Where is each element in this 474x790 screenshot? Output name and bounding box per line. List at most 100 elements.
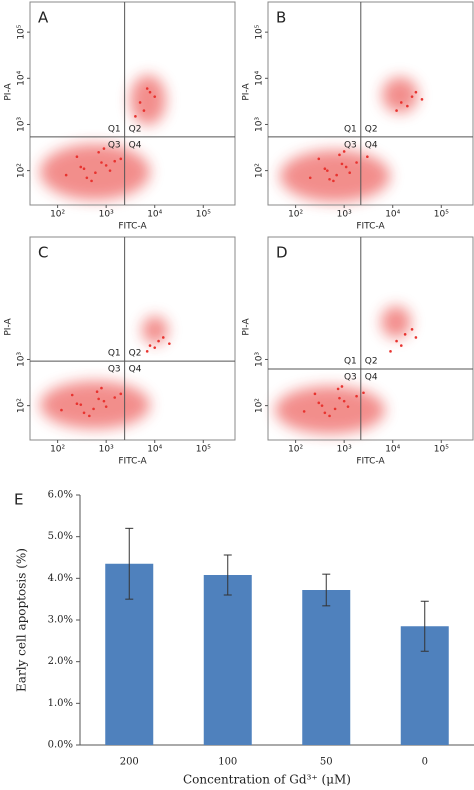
- y-tick-label: 2.0%: [48, 656, 73, 667]
- x-axis-label: FITC-A: [356, 222, 385, 232]
- density-layer: [40, 75, 418, 434]
- plot-frame: [29, 1, 236, 206]
- event-dot: [348, 171, 352, 175]
- y-tick-label: 10²: [255, 398, 265, 413]
- event-dot: [104, 405, 108, 408]
- event-dot: [134, 115, 137, 118]
- y-tick-label: 10⁵: [17, 24, 27, 39]
- event-dot: [100, 161, 103, 164]
- event-dot: [335, 173, 338, 177]
- event-dot: [70, 393, 74, 397]
- y-axis-label: Early cell apoptosis (%): [15, 548, 29, 692]
- event-dot: [113, 159, 117, 163]
- event-dot: [406, 104, 409, 108]
- event-dot: [113, 396, 117, 399]
- y-tick-label: 1.0%: [48, 698, 73, 709]
- x-tick-label: 10²: [288, 210, 303, 220]
- y-tick-label: 10³: [17, 117, 27, 132]
- event-dot: [157, 339, 160, 343]
- event-dot: [410, 95, 414, 98]
- event-dot: [92, 407, 95, 411]
- event-dot: [362, 391, 365, 395]
- event-dot: [326, 169, 329, 172]
- plot-frame: [29, 236, 236, 441]
- y-tick-label: 3.0%: [48, 615, 73, 626]
- event-dot: [97, 150, 100, 154]
- event-dot: [153, 346, 157, 349]
- event-dot: [145, 350, 149, 353]
- event-dot: [108, 169, 112, 172]
- event-dot: [344, 165, 348, 169]
- x-tick-label: 50: [320, 757, 333, 768]
- event-dot: [75, 402, 79, 406]
- event-dot: [410, 328, 414, 331]
- event-dot: [75, 155, 79, 159]
- event-dot: [395, 109, 398, 112]
- x-tick-label: 10³: [99, 445, 114, 455]
- x-axis-label: FITC-A: [118, 222, 147, 232]
- event-dot: [302, 410, 306, 413]
- event-dot: [328, 177, 331, 181]
- event-dot: [338, 153, 341, 157]
- y-tick-label: 0.0%: [48, 740, 73, 751]
- event-dot: [142, 109, 146, 112]
- event-dot: [320, 404, 324, 407]
- event-dot: [317, 157, 321, 161]
- y-tick-label: 5.0%: [48, 531, 73, 542]
- event-dot: [161, 336, 165, 339]
- x-tick-label: 10⁴: [147, 210, 162, 220]
- event-dot: [308, 176, 312, 180]
- event-dot: [97, 397, 100, 401]
- density: [142, 316, 168, 344]
- event-dot: [317, 401, 321, 405]
- event-dot: [119, 157, 123, 161]
- event-dot: [403, 333, 407, 336]
- event-dot: [88, 414, 91, 418]
- x-tick-label: 10⁵: [434, 445, 449, 455]
- quadrant-label: Q1: [108, 349, 121, 359]
- event-dot: [82, 411, 86, 415]
- plot-frame: [267, 1, 474, 206]
- x-tick-label: 10⁴: [385, 210, 400, 220]
- event-dot: [328, 414, 331, 418]
- event-dot: [102, 399, 106, 403]
- event-dot: [145, 87, 149, 90]
- event-dot: [313, 392, 317, 396]
- x-tick-label: 10²: [288, 445, 303, 455]
- quadrant-label: Q2: [365, 124, 378, 134]
- density: [280, 150, 390, 202]
- event-dot: [104, 164, 108, 167]
- quadrant-label: Q4: [365, 140, 378, 150]
- x-tick-label: 10⁵: [196, 445, 211, 455]
- x-tick-label: 10⁵: [196, 210, 211, 220]
- quadrant-label: Q4: [365, 373, 378, 383]
- event-dot: [94, 171, 97, 175]
- event-dot: [82, 167, 86, 171]
- x-tick-label: 10³: [337, 445, 352, 455]
- event-dot: [342, 399, 346, 403]
- x-tick-label: 0: [422, 757, 428, 768]
- event-dot: [102, 147, 106, 150]
- plot-frame: [267, 236, 474, 441]
- event-dot: [323, 411, 327, 415]
- event-dot: [414, 336, 418, 339]
- event-dot: [64, 173, 68, 177]
- event-dot: [399, 101, 403, 104]
- density: [382, 77, 418, 113]
- x-tick-label: 10³: [99, 210, 114, 220]
- y-tick-label: 4.0%: [48, 573, 73, 584]
- bar: [203, 575, 252, 745]
- density: [275, 386, 385, 434]
- event-dot: [79, 403, 83, 406]
- x-axis-label: FITC-A: [118, 457, 147, 467]
- bar: [302, 590, 351, 745]
- event-dot: [338, 396, 341, 400]
- y-tick-label: 10³: [255, 352, 265, 367]
- x-tick-label: 10⁴: [385, 445, 400, 455]
- quadrant-label: Q1: [344, 124, 357, 134]
- y-tick-label: 10³: [255, 117, 265, 132]
- y-tick-label: 10⁵: [255, 24, 265, 39]
- y-axis-label: PI-A: [242, 318, 252, 336]
